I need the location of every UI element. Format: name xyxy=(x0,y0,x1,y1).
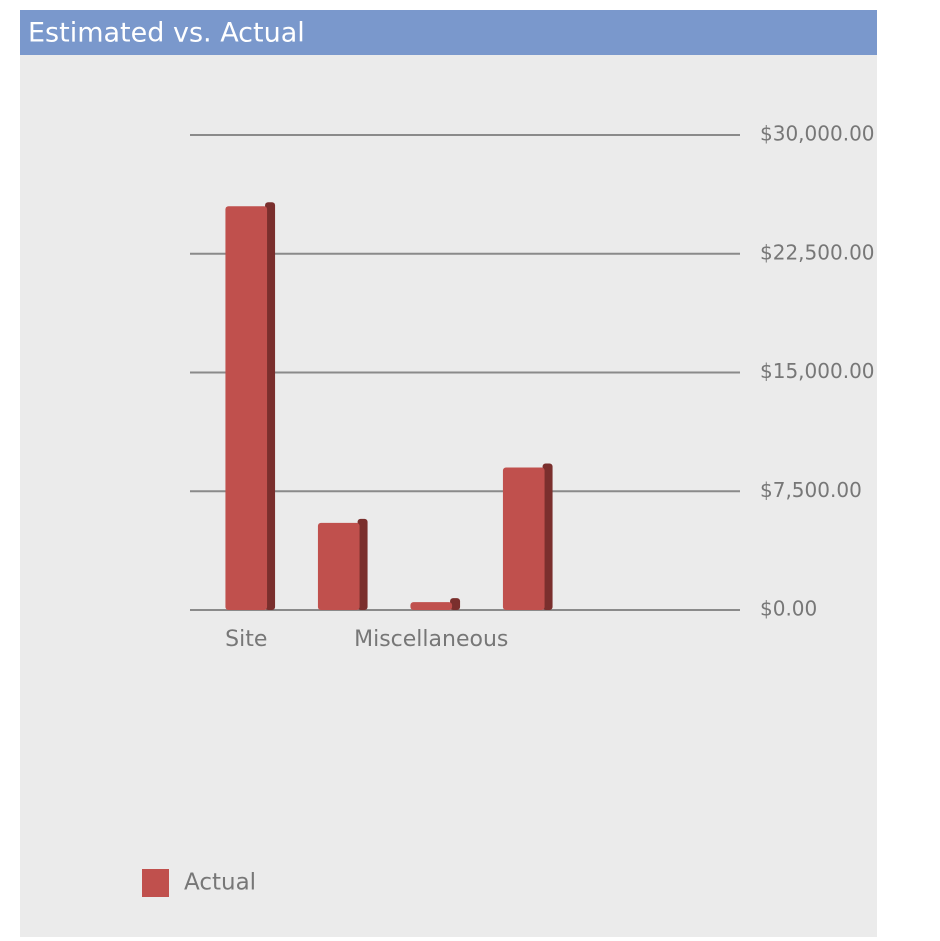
title-bar xyxy=(20,10,877,55)
x-tick-label: Site xyxy=(225,627,267,652)
legend-label: Actual xyxy=(184,870,256,896)
chart-title: Estimated vs. Actual xyxy=(28,18,305,49)
legend-swatch xyxy=(142,869,169,897)
bar-side xyxy=(357,518,368,610)
y-tick-label: $15,000.00 xyxy=(760,359,875,383)
y-tick-label: $22,500.00 xyxy=(760,240,875,264)
bar xyxy=(317,522,360,610)
y-tick-label: $7,500.00 xyxy=(760,478,862,502)
bar xyxy=(502,467,545,610)
bar-side xyxy=(450,598,461,610)
x-tick-label: Miscellaneous xyxy=(354,627,508,652)
y-tick-label: $30,000.00 xyxy=(760,122,875,146)
panel xyxy=(20,10,877,937)
bar-side xyxy=(542,463,553,610)
bar xyxy=(410,602,453,610)
y-tick-label: $0.00 xyxy=(760,597,817,621)
bar xyxy=(225,206,268,610)
bar-side xyxy=(265,202,276,610)
